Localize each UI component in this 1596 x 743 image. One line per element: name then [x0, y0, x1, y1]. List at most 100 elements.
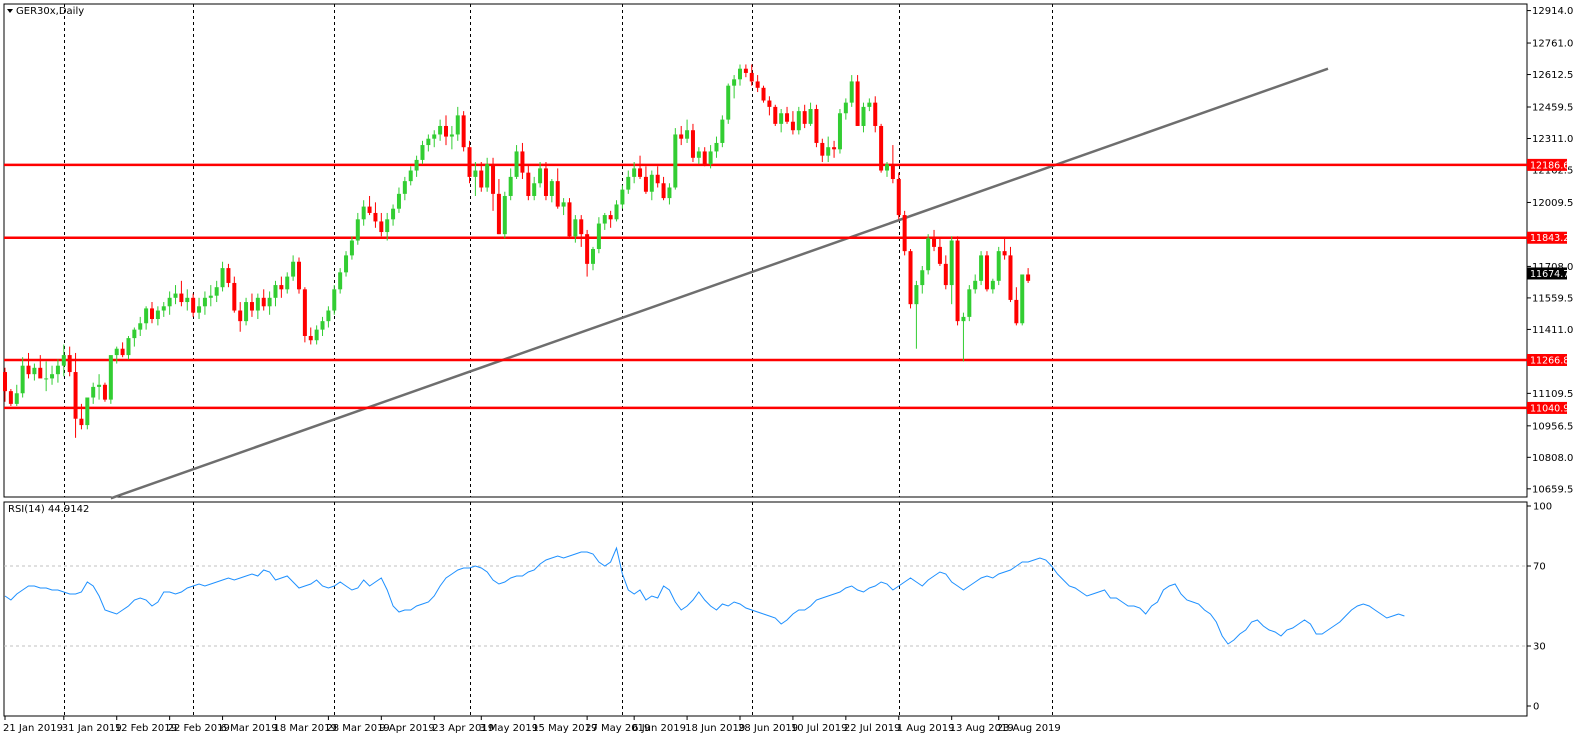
candle-body [732, 79, 737, 86]
price-tick-label: 10808.0 [1532, 453, 1573, 464]
candle [491, 157, 496, 211]
candle [549, 179, 554, 203]
candle [973, 274, 978, 294]
time-tick-label: 3 May 2019 [479, 723, 538, 734]
price-axis: 12914.0 12761.0 12612.5 12459.5 12311.0 12162… [1527, 6, 1573, 495]
candle-body [1014, 299, 1019, 324]
candle [44, 361, 49, 392]
candle [643, 166, 648, 194]
candle-body [244, 302, 249, 322]
candle [920, 265, 925, 294]
candle [679, 125, 684, 146]
candle-body [173, 293, 178, 298]
candle-body [967, 289, 972, 317]
time-tick-label: 1 Aug 2019 [897, 723, 955, 734]
candle-body [937, 246, 942, 264]
candle [785, 106, 790, 124]
candle [1026, 268, 1031, 283]
candle [673, 128, 678, 190]
candle-body [155, 310, 160, 320]
candle [14, 384, 19, 406]
candle-body [1008, 255, 1013, 300]
candle [402, 176, 407, 201]
time-tick-label: 6 Mar 2019 [221, 723, 278, 734]
candle [949, 236, 954, 305]
candle-body [455, 115, 460, 135]
candle [285, 272, 290, 294]
candle-body [879, 125, 884, 171]
time-tick-label: 27 May 2019 [585, 723, 650, 734]
candle [20, 357, 25, 398]
candle-body [361, 206, 366, 220]
candle-body [826, 147, 831, 156]
last-price-tag [1527, 267, 1567, 280]
candle-body [714, 142, 719, 152]
candle [79, 403, 84, 430]
candle [244, 297, 249, 326]
price-tick-label: 12009.5 [1532, 198, 1573, 209]
candle-body [449, 134, 454, 137]
candle-body [414, 159, 419, 171]
candle-body [873, 102, 878, 126]
candle-body [926, 238, 931, 271]
rsi-tick-label: 70 [1533, 562, 1546, 573]
trendline[interactable] [110, 67, 1329, 500]
candle [238, 302, 243, 332]
candle [373, 202, 378, 228]
candle [820, 138, 825, 163]
level-price-tag [1527, 158, 1567, 171]
candle [444, 115, 448, 146]
candle [179, 280, 184, 307]
candle-body [767, 100, 772, 107]
candle-body [61, 355, 66, 366]
candle [1008, 246, 1013, 303]
candle-body [661, 183, 666, 199]
time-tick-label: 12 Feb 2019 [115, 723, 177, 734]
candle-body [161, 306, 166, 311]
candle [696, 147, 701, 165]
candle-body [855, 81, 860, 126]
candle [708, 145, 713, 169]
candle-body [14, 393, 19, 404]
candle [561, 198, 566, 216]
candle [961, 312, 966, 362]
candle [132, 327, 137, 347]
candle-body [255, 297, 260, 311]
candle-body [885, 164, 889, 171]
candle [879, 123, 884, 173]
rsi-tick-label: 0 [1533, 702, 1539, 713]
candle-body [502, 195, 507, 235]
candle [320, 316, 325, 336]
candle [155, 306, 160, 326]
candle [273, 280, 278, 307]
candle [349, 236, 354, 260]
candle-body [226, 268, 231, 283]
dropdown-triangle-icon[interactable] [7, 9, 13, 13]
candle-body [814, 109, 819, 143]
candle-body [808, 109, 813, 124]
candle [814, 104, 819, 148]
candle [67, 346, 72, 377]
candle [661, 176, 666, 201]
candle-body [773, 106, 778, 124]
candle-body [920, 270, 925, 286]
candle [749, 64, 754, 86]
candle [308, 327, 313, 345]
candle-body [1002, 251, 1007, 256]
candle-body [620, 189, 625, 205]
time-tick-label: 22 Jul 2019 [844, 723, 901, 734]
candle-body [538, 168, 543, 184]
level-price-tag [1527, 354, 1567, 367]
candle [38, 355, 43, 379]
candle [855, 75, 860, 126]
candle-body [526, 172, 531, 196]
candle-body [179, 293, 184, 303]
candle-body [508, 176, 513, 196]
rsi-tick-label: 30 [1533, 642, 1546, 653]
price-tick-label: 11708.0 [1532, 262, 1573, 273]
candle [161, 302, 166, 317]
candle [467, 140, 472, 184]
candle [579, 215, 584, 247]
candle-body [285, 276, 290, 290]
candle-body [585, 234, 590, 264]
